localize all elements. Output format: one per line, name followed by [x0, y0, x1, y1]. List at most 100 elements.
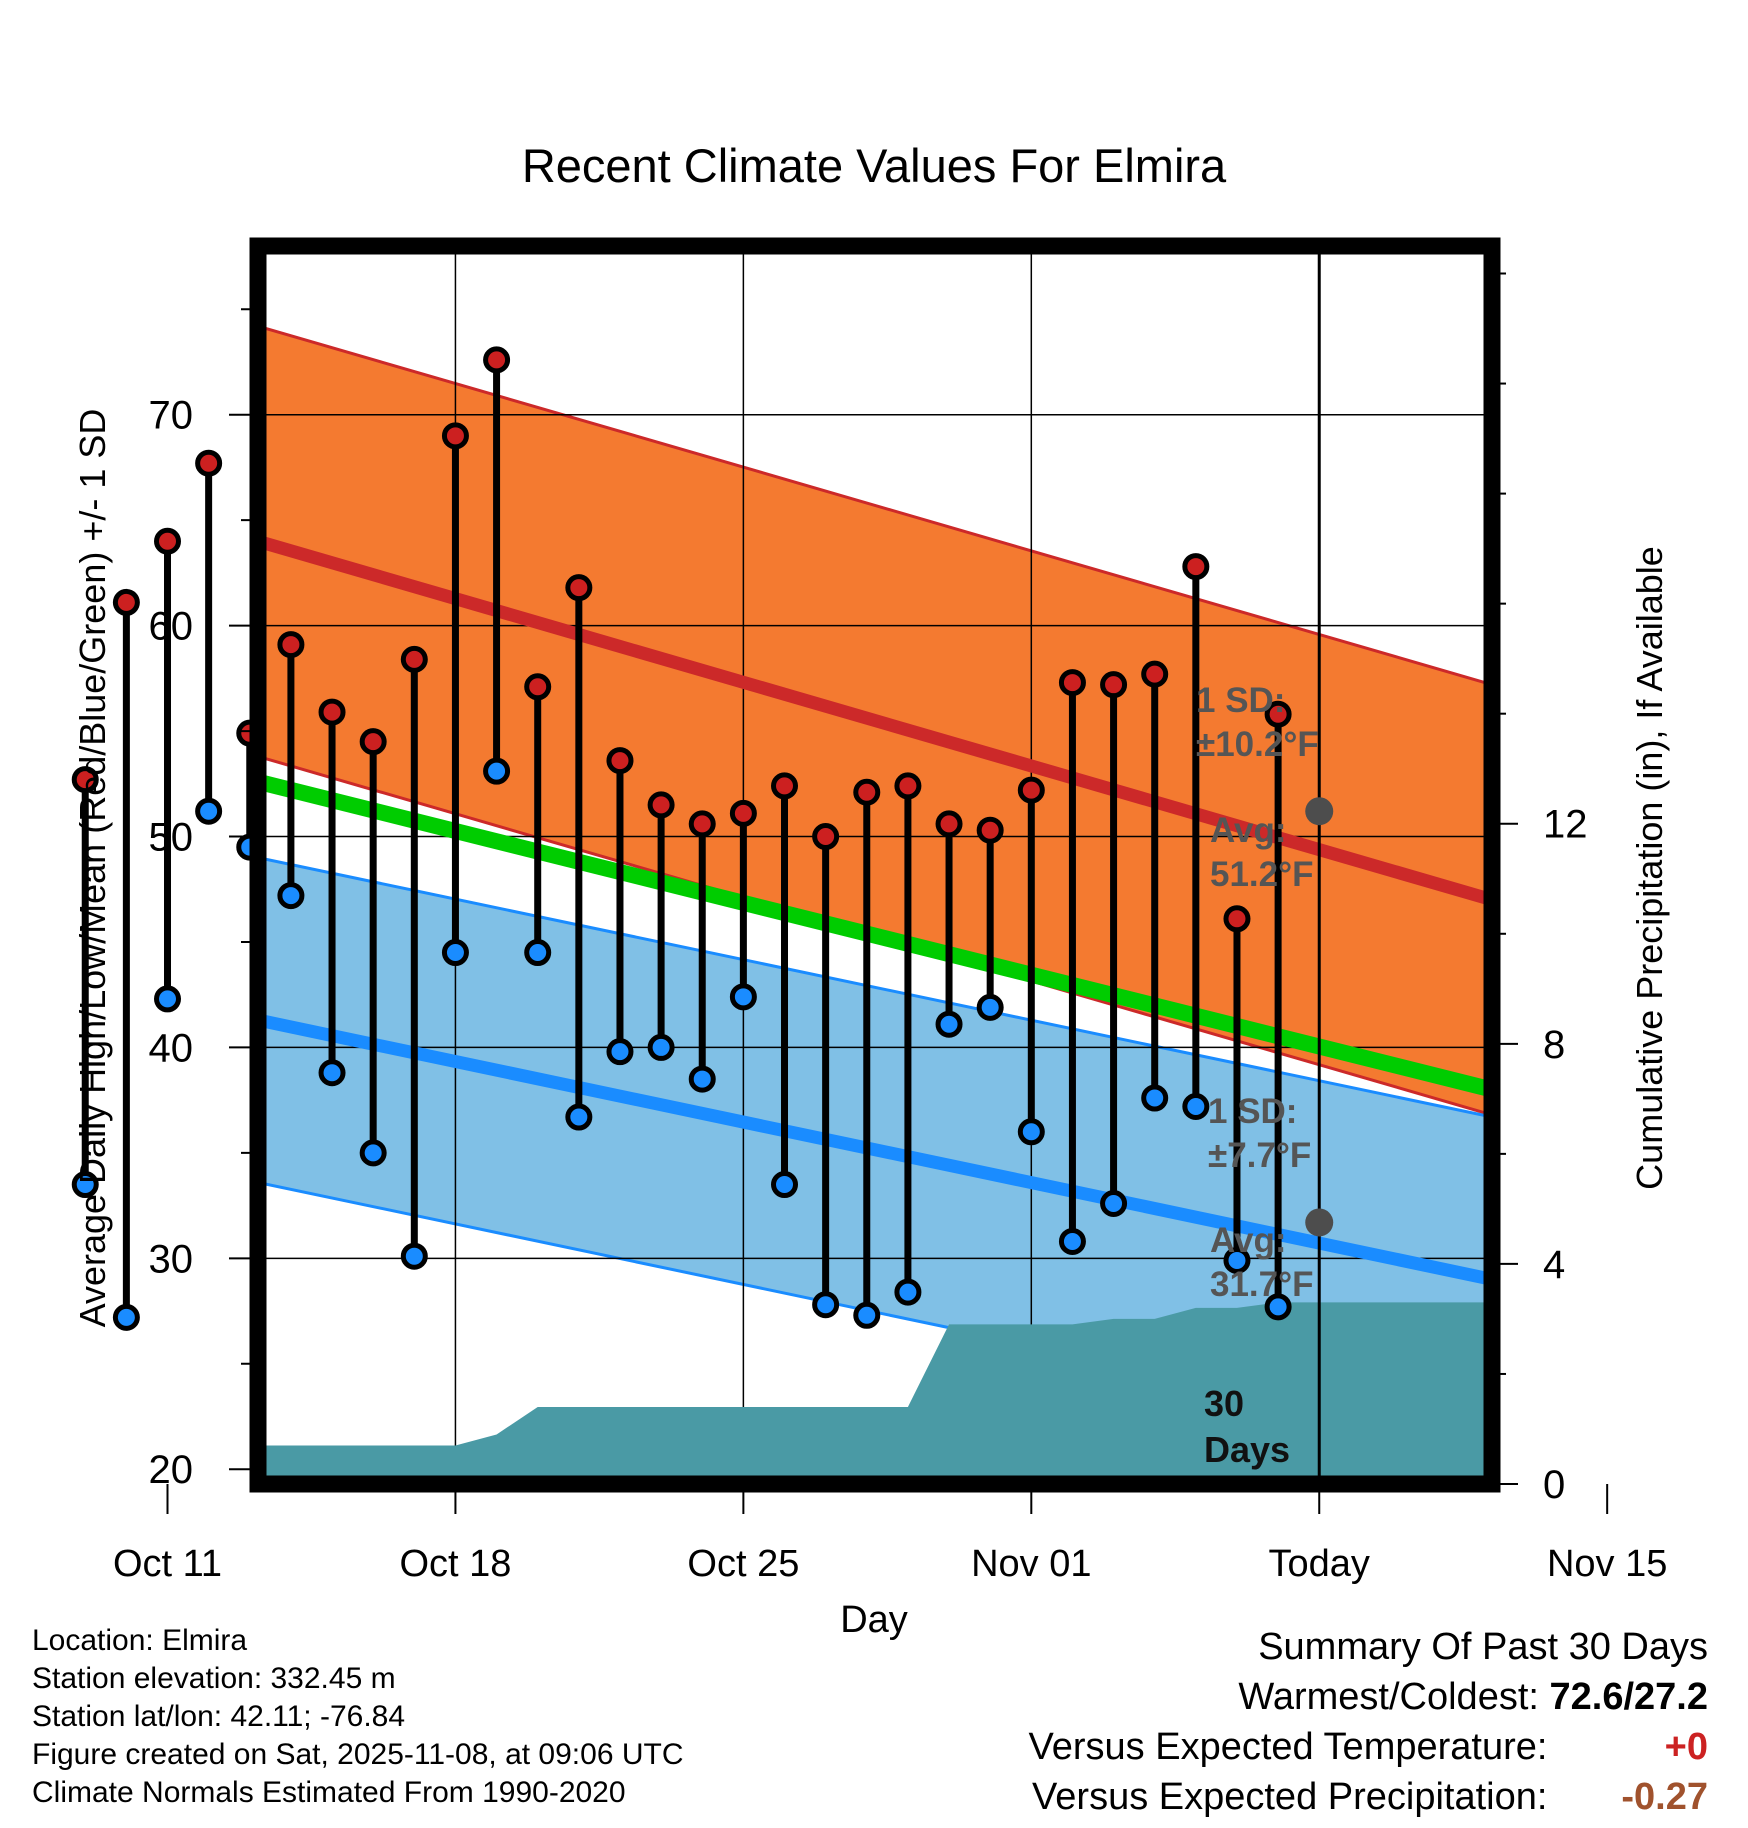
y2-tick-label: 12	[1543, 803, 1588, 847]
today-avg-high-marker	[1305, 797, 1334, 826]
daily-high-dot	[606, 747, 634, 775]
daily-high-dot	[688, 810, 716, 838]
today-avg-low-marker	[1305, 1208, 1334, 1237]
x-tick-label: Nov 01	[971, 1543, 1091, 1585]
daily-low-dot	[606, 1038, 634, 1066]
low-sd-value: ±7.7°F	[1208, 1136, 1311, 1175]
daily-high-dot	[729, 799, 757, 827]
warmest-coldest-value: 72.6/27.2	[1549, 1676, 1708, 1718]
daily-high-dot	[976, 816, 1004, 844]
daily-low-dot	[1100, 1189, 1128, 1217]
latlon-text: Station lat/lon: 42.11; -76.84	[32, 1700, 406, 1733]
elevation-text: Station elevation: 332.45 m	[32, 1662, 396, 1695]
x-tick-label: Oct 18	[399, 1543, 511, 1585]
daily-high-dot	[441, 422, 469, 450]
high-sd-label: 1 SD:	[1196, 681, 1285, 720]
temp-departure-label: Versus Expected Temperature:	[1028, 1726, 1548, 1768]
daily-high-dot	[812, 823, 840, 851]
daily-low-dot	[359, 1139, 387, 1167]
y-tick-label: 50	[149, 816, 194, 860]
daily-high-dot	[894, 772, 922, 800]
daily-high-dot	[1182, 553, 1210, 581]
daily-low-dot	[441, 939, 469, 967]
cumulative-precip-area	[258, 1302, 1492, 1484]
daily-low-dot	[565, 1103, 593, 1131]
normal-mean-line	[258, 773, 1492, 1098]
daily-low-dot	[1264, 1293, 1292, 1321]
daily-high-dot	[195, 449, 223, 477]
daily-high-dot	[112, 588, 140, 616]
x-tick-label: Oct 25	[687, 1543, 799, 1585]
daily-low-dot	[71, 1171, 99, 1199]
daily-high-dot	[1017, 776, 1045, 804]
created-text: Figure created on Sat, 2025-11-08, at 09…	[32, 1738, 684, 1771]
daily-high-dot	[400, 645, 428, 673]
daily-low-dot	[1223, 1246, 1251, 1274]
daily-high-dot	[318, 698, 346, 726]
normal-high-line	[258, 535, 1492, 907]
daily-low-dot	[1141, 1084, 1169, 1112]
daily-low-dot	[524, 939, 552, 967]
daily-high-dot	[1223, 905, 1251, 933]
daily-low-dot	[976, 993, 1004, 1021]
daily-high-dot	[935, 810, 963, 838]
y-tick-label: 40	[149, 1026, 194, 1070]
daily-low-dot	[729, 983, 757, 1011]
temp-departure-row: Versus Expected Temperature: +0	[1029, 1722, 1708, 1772]
daily-low-dot	[195, 797, 223, 825]
daily-high-dot	[1141, 660, 1169, 688]
low-sd-label: 1 SD:	[1208, 1092, 1297, 1131]
precip-departure-label: Versus Expected Precipitation:	[1032, 1776, 1548, 1818]
daily-range-markers	[71, 346, 1292, 1331]
daily-low-dot	[853, 1301, 881, 1329]
high-sd-value: ±10.2°F	[1196, 725, 1319, 764]
precip-departure-row: Versus Expected Precipitation: -0.27	[1029, 1772, 1708, 1822]
station-info: Location: Elmira Station elevation: 332.…	[32, 1622, 684, 1812]
daily-low-dot	[400, 1242, 428, 1270]
warmest-coldest-label: Warmest/Coldest:	[1238, 1676, 1539, 1718]
y-tick-label: 60	[149, 605, 194, 649]
daily-low-dot	[112, 1303, 140, 1331]
days-count-label: 30	[1204, 1383, 1244, 1424]
x-tick-label: Today	[1269, 1543, 1370, 1585]
daily-low-dot	[771, 1171, 799, 1199]
x-tick-label: Oct 11	[113, 1543, 222, 1585]
daily-high-dot	[1264, 700, 1292, 728]
daily-low-dot	[1182, 1092, 1210, 1120]
daily-low-dot	[1017, 1118, 1045, 1146]
high-avg-value: 51.2°F	[1210, 855, 1314, 894]
daily-low-dot	[647, 1033, 675, 1061]
axes: 20 30 40 50 60 70 0 4 8 12 Oct 11 Oct 18 Oct 25 Nov 0…	[72, 272, 1670, 1641]
y-tick-label: 20	[149, 1448, 194, 1492]
daily-high-dot	[154, 527, 182, 555]
days-word-label: Days	[1204, 1429, 1290, 1470]
daily-high-dot	[1058, 669, 1086, 697]
daily-high-dot	[483, 346, 511, 374]
daily-low-dot	[935, 1010, 963, 1038]
temp-departure-value: +0	[1664, 1726, 1708, 1768]
x-axis-label: Day	[840, 1599, 908, 1641]
daily-high-dot	[565, 574, 593, 602]
daily-high-dot	[771, 772, 799, 800]
daily-low-dot	[812, 1291, 840, 1319]
daily-high-dot	[853, 778, 881, 806]
y-tick-label: 70	[149, 394, 194, 438]
plot-border	[249, 237, 1501, 1493]
normal-low-line	[258, 1013, 1492, 1286]
warmest-coldest-row: Warmest/Coldest: 72.6/27.2	[1029, 1672, 1708, 1722]
daily-high-dot	[71, 766, 99, 794]
daily-low-dot	[1058, 1227, 1086, 1255]
high-avg-label: Avg:	[1210, 811, 1286, 850]
daily-low-dot	[894, 1278, 922, 1306]
low-avg-value: 31.7°F	[1210, 1265, 1314, 1304]
daily-low-dot	[154, 985, 182, 1013]
annotations: 1 SD: ±10.2°F Avg: 51.2°F 1 SD: ±7.7°F Avg: 31.…	[1196, 681, 1319, 1470]
y2-tick-label: 4	[1543, 1243, 1565, 1287]
daily-low-dot	[483, 757, 511, 785]
chart-title: Recent Climate Values For Elmira	[522, 139, 1227, 192]
daily-high-dot	[277, 631, 305, 659]
daily-high-dot	[359, 728, 387, 756]
y-tick-label: 30	[149, 1237, 194, 1281]
plot-frame	[249, 237, 1501, 1493]
